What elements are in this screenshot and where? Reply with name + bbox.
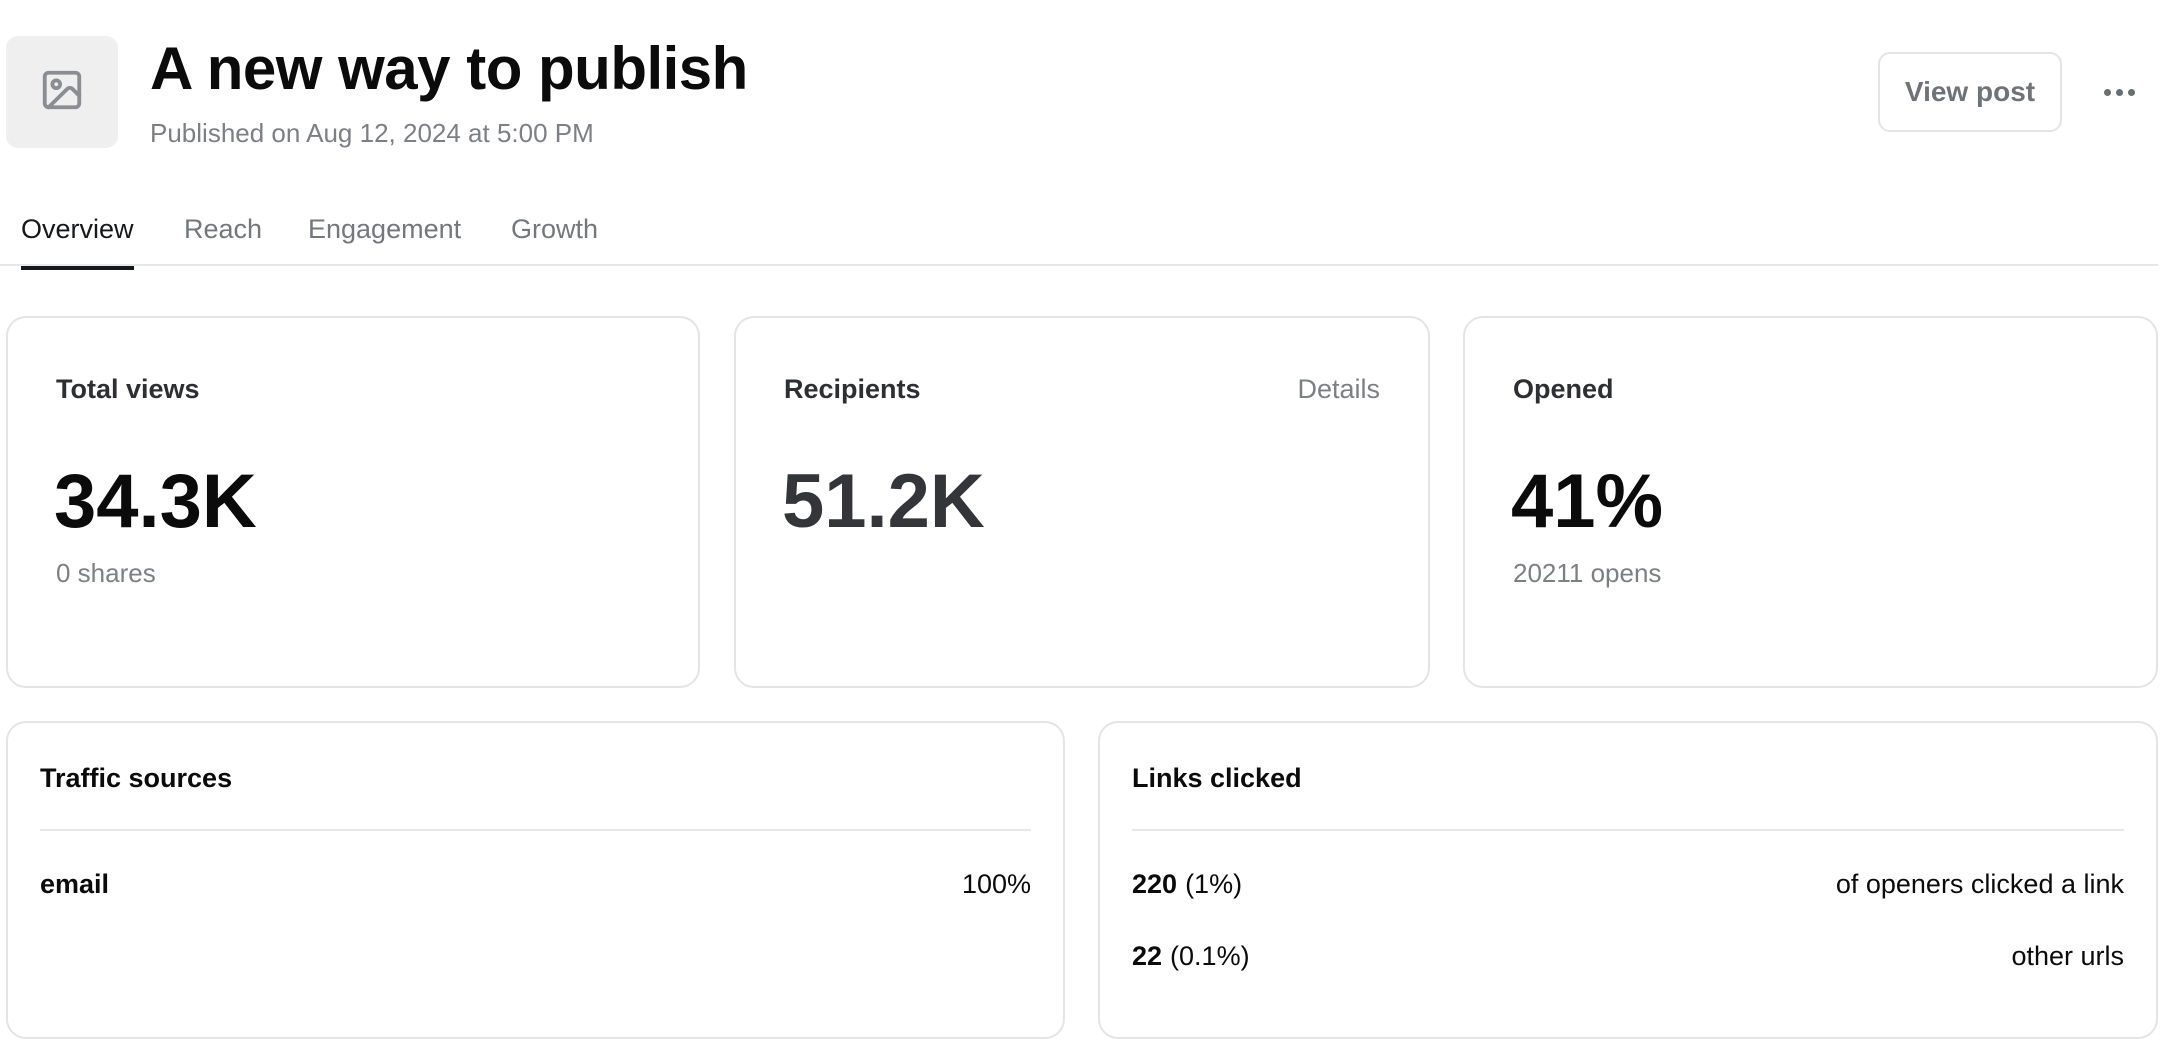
view-post-button[interactable]: View post	[1878, 52, 2062, 132]
recipients-label: Recipients	[784, 374, 921, 404]
analytics-tabs: Overview Reach Engagement Growth	[0, 208, 2158, 270]
shares-count: 0 shares	[56, 558, 156, 588]
traffic-sources-title: Traffic sources	[40, 763, 233, 793]
recipients-details-link[interactable]: Details	[1297, 374, 1380, 404]
tab-reach[interactable]: Reach	[184, 214, 263, 244]
total-views-value: 34.3K	[54, 459, 257, 544]
links-clicked-title: Links clicked	[1132, 763, 1302, 793]
tab-growth[interactable]: Growth	[511, 214, 599, 244]
opened-card: Opened 41% 20211 opens	[1463, 316, 2158, 688]
list-item: email 100%	[40, 864, 1031, 904]
link-click-label: of openers clicked a link	[1835, 868, 2124, 899]
recipients-card: Recipients Details 51.2K	[734, 316, 1430, 688]
divider	[1132, 829, 2124, 831]
link-click-label: other urls	[2011, 940, 2124, 971]
opens-count: 20211 opens	[1513, 558, 1662, 588]
publish-date: Published on Aug 12, 2024 at 5:00 PM	[150, 118, 594, 148]
divider	[40, 829, 1031, 831]
more-options-icon[interactable]	[2098, 72, 2140, 112]
link-click-count: 220	[1132, 868, 1178, 899]
total-views-card: Total views 34.3K 0 shares	[6, 316, 700, 688]
traffic-sources-card: Traffic sources email 100%	[6, 721, 1065, 1039]
total-views-label: Total views	[56, 374, 200, 404]
links-clicked-card: Links clicked 220 (1%) of openers clicked…	[1098, 721, 2158, 1039]
traffic-source-name: email	[40, 868, 110, 899]
link-click-count: 22	[1132, 940, 1163, 971]
tab-engagement[interactable]: Engagement	[308, 214, 462, 244]
traffic-source-value: 100%	[961, 868, 1031, 899]
link-click-percent: (1%)	[1185, 868, 1243, 899]
tab-overview[interactable]: Overview	[21, 214, 134, 270]
list-item: 22 (0.1%) other urls	[1132, 936, 2124, 976]
list-item: 220 (1%) of openers clicked a link	[1132, 864, 2124, 904]
image-icon	[39, 67, 85, 118]
page-title: A new way to publish	[150, 35, 748, 102]
post-thumbnail	[6, 36, 118, 148]
opened-label: Opened	[1513, 374, 1614, 404]
opened-value: 41%	[1511, 459, 1664, 544]
link-click-percent: (0.1%)	[1170, 940, 1250, 971]
recipients-value: 51.2K	[782, 459, 985, 544]
